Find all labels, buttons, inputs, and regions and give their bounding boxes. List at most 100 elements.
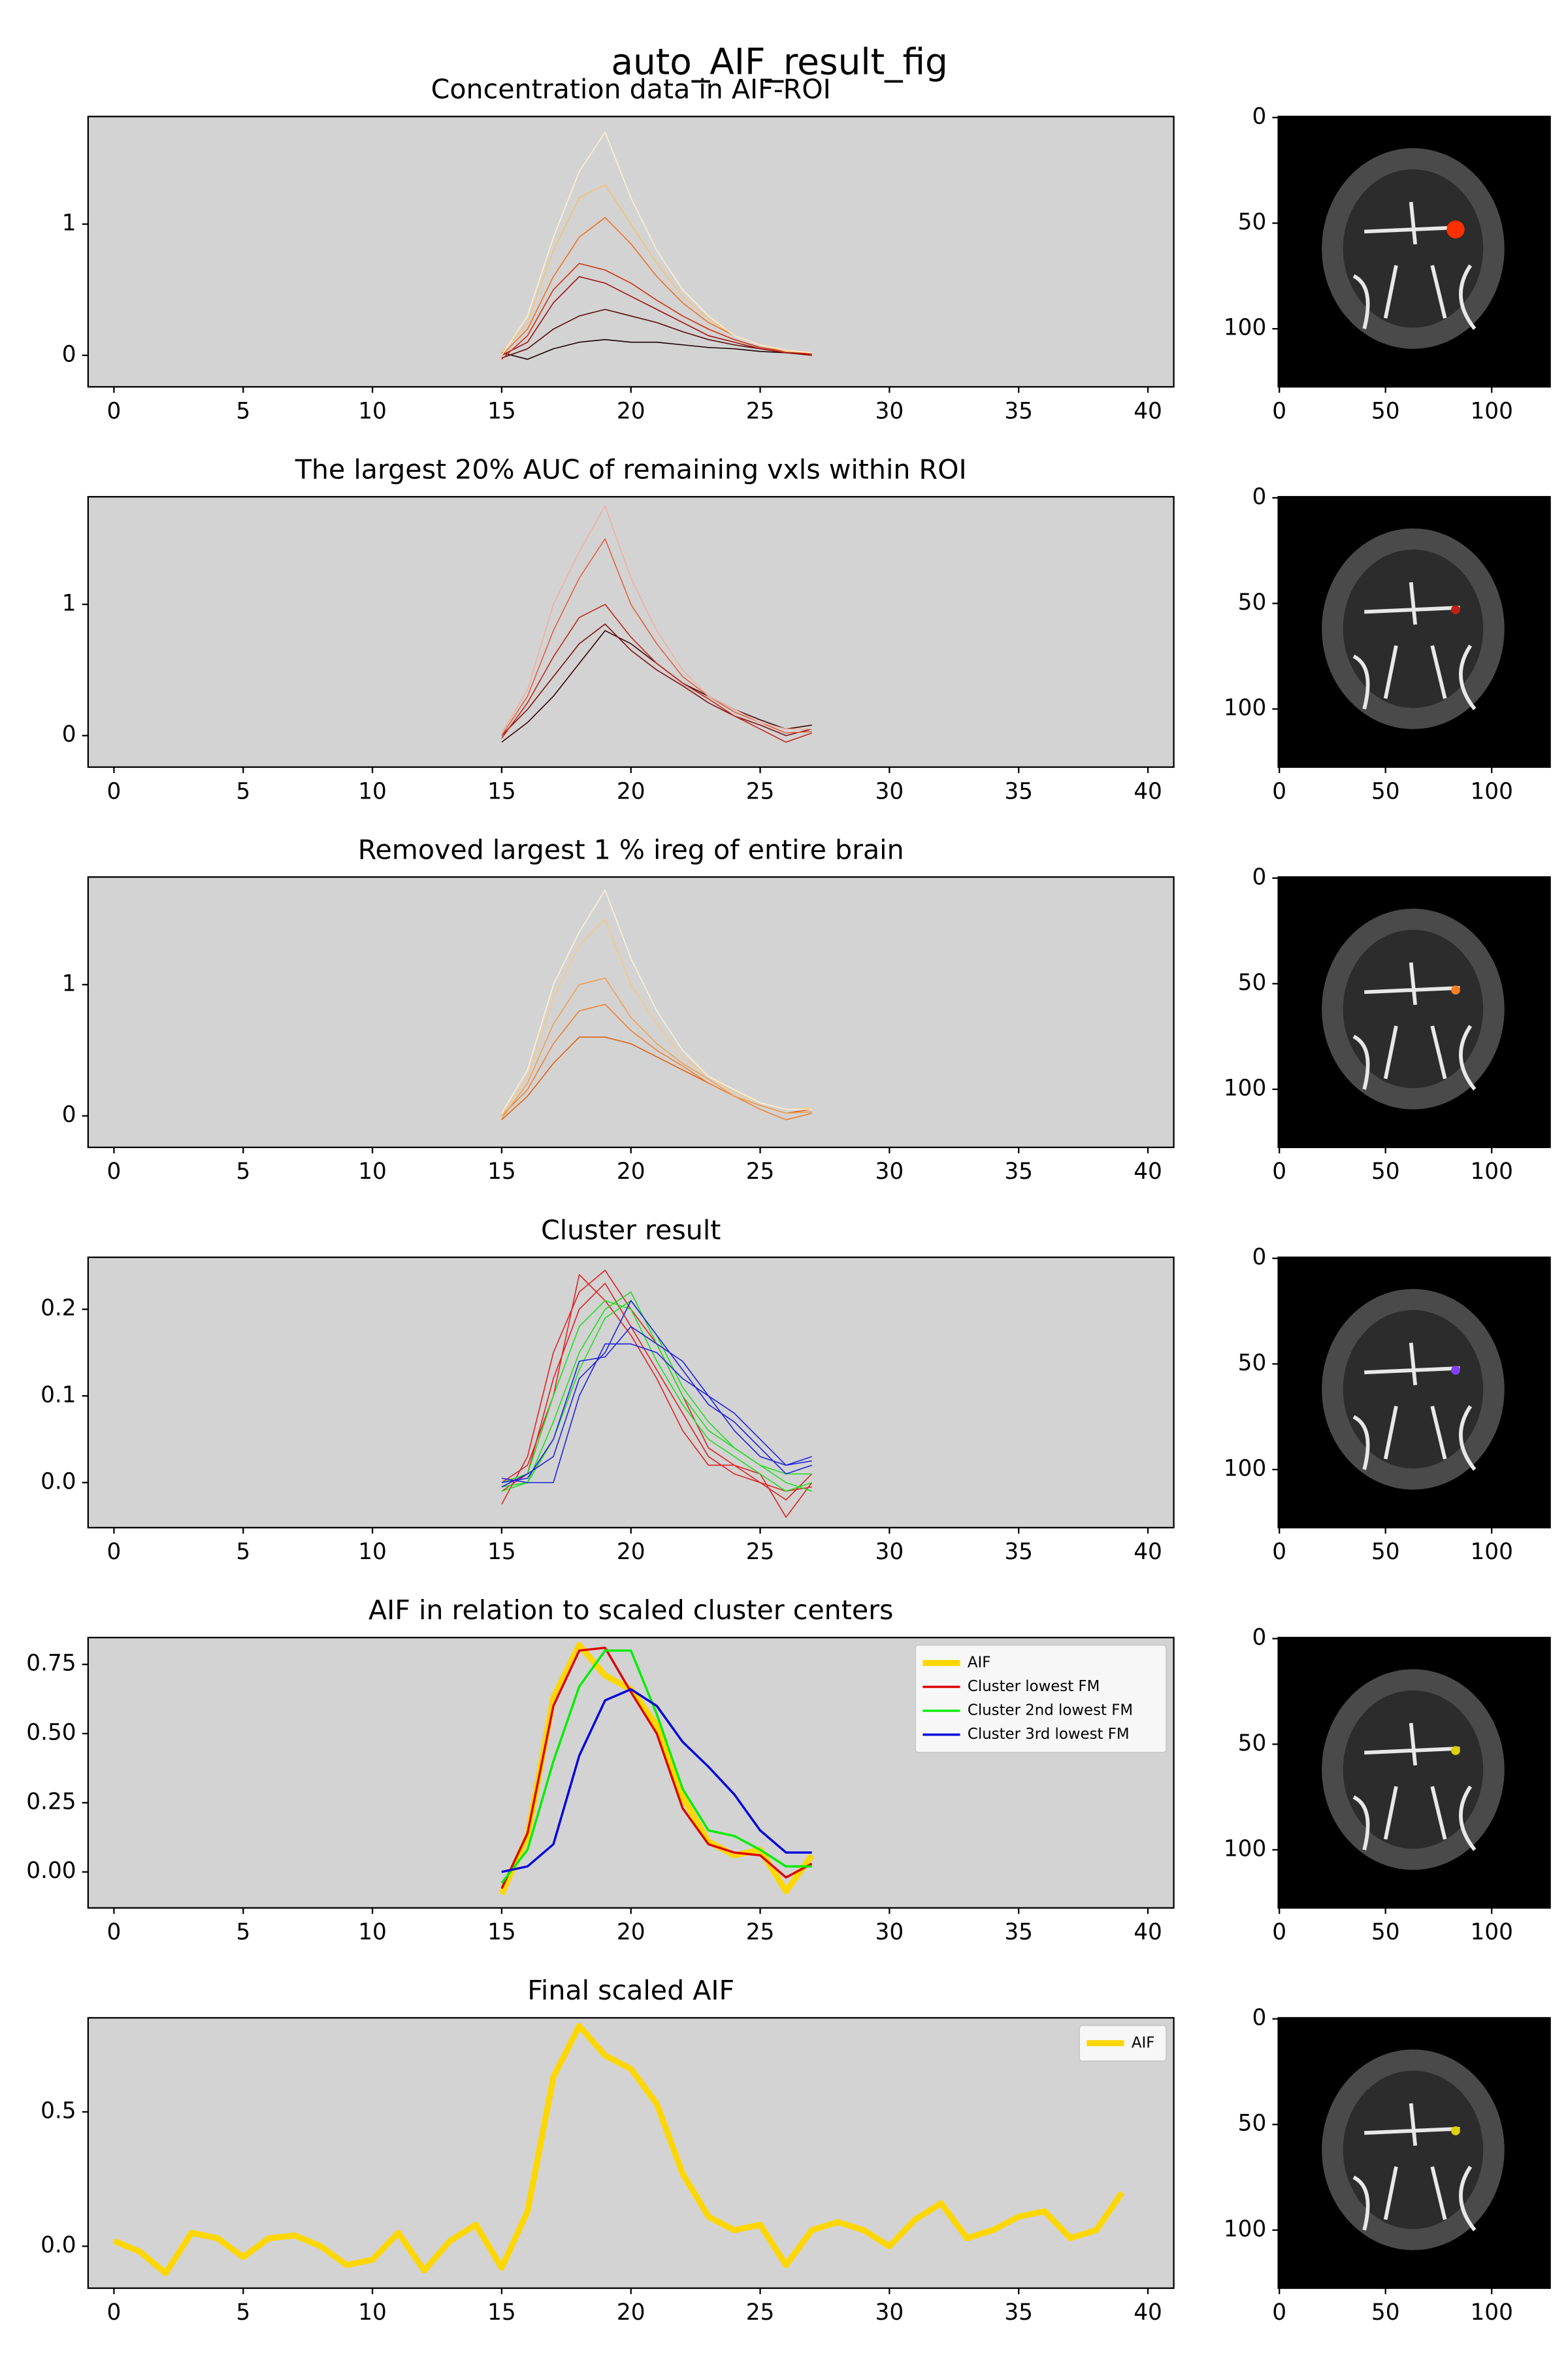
x-tick-label: 100 [1470,778,1512,804]
chart-title: Final scaled AIF [527,1975,734,2006]
x-tick-label: 0 [1272,778,1286,804]
image-panel: 0 50 100 0 50 100 [1224,1244,1551,1565]
roi-overlay [1446,220,1465,239]
x-tick-label: 35 [1004,1539,1033,1565]
x-tick-label: 35 [1004,2299,1033,2326]
y-tick-label: 0.0 [41,1468,76,1494]
y-tick-label: 0 [1252,103,1266,129]
x-tick-label: 20 [617,1539,645,1565]
x-tick-label: 5 [236,1919,250,1945]
y-tick-label: 50 [1238,2111,1267,2137]
y-tick-label: 100 [1224,315,1266,341]
x-tick-label: 10 [358,1539,387,1565]
image-panel: 0 50 100 0 50 100 [1224,484,1551,804]
legend-box [914,1644,1168,1754]
brain-inner [1343,929,1484,1089]
image-panel: 0 50 100 0 50 100 [1224,2005,1551,2326]
frame [87,2017,1175,2289]
x-tick-label: 25 [746,2299,775,2326]
x-tick-label: 40 [1134,398,1162,424]
y-tick-label: 50 [1238,1350,1267,1376]
x-tick-label: 35 [1004,1919,1033,1945]
x-tick-label: 0 [1272,1539,1286,1565]
y-tick-label: 0 [1252,864,1266,890]
plot-area [88,497,1174,767]
series-line [501,276,812,356]
x-tick-label: 15 [487,1159,516,1185]
x-tick-label: 50 [1371,1539,1400,1565]
y-tick-label: 0.50 [26,1719,76,1745]
frame [1277,2017,1551,2289]
y-tick-label: 0.1 [41,1382,76,1408]
x-tick-label: 5 [236,1159,250,1185]
x-tick-label: 50 [1371,1919,1400,1945]
brain-inner [1343,169,1484,328]
x-tick-label: 100 [1470,1919,1512,1945]
series-line [501,1688,812,1873]
x-tick-label: 0 [107,1919,122,1945]
y-tick-label: 0.0 [41,2232,76,2258]
chart-title: AIF in relation to scaled cluster center… [368,1594,894,1626]
x-tick-label: 30 [875,1539,904,1565]
x-tick-label: 0 [107,2299,122,2326]
y-tick-label: 100 [1224,2216,1266,2242]
y-tick-label: 0 [62,1102,76,1128]
x-tick-label: 50 [1371,1159,1400,1185]
plot-area [88,877,1174,1147]
x-tick-label: 100 [1470,1159,1512,1185]
x-tick-label: 5 [236,778,250,804]
x-tick-label: 20 [617,2299,645,2326]
x-tick-label: 100 [1470,1539,1512,1565]
frame [1277,116,1551,388]
x-tick-label: 0 [107,1159,122,1185]
y-tick-label: 1 [62,970,76,996]
x-tick-label: 15 [487,1919,516,1945]
series-line [501,978,812,1119]
x-tick-label: 20 [617,398,645,424]
chart-title: Cluster result [541,1214,721,1245]
brain-inner [1343,550,1484,708]
x-tick-label: 30 [875,2299,904,2326]
x-tick-label: 25 [746,1919,775,1945]
line-chart: 0 5 10 15 20 25 30 35 40 0 1 Concentration data in … [62,73,1175,424]
plot-area [88,2018,1174,2288]
roi-overlay [1451,2126,1460,2135]
image-panel: 0 50 100 0 50 100 [1224,103,1551,424]
series-line [501,1326,812,1483]
series-line [501,1004,812,1121]
x-tick-label: 30 [875,1919,904,1945]
x-tick-label: 10 [358,778,387,804]
brain-vessels [1352,582,1477,710]
roi-overlay [1451,1746,1460,1755]
x-tick-label: 15 [487,1539,516,1565]
brain-vessels [1352,962,1477,1091]
frame [1277,1256,1551,1528]
series-line [501,1300,812,1488]
y-tick-label: 0.5 [41,2098,76,2124]
x-tick-label: 25 [746,1159,775,1185]
x-tick-label: 25 [746,1539,775,1565]
y-tick-label: 100 [1224,695,1266,721]
y-tick-label: 0 [62,341,76,367]
series-line [501,505,812,734]
chart-title: Concentration data in AIF-ROI [431,73,831,105]
x-tick-label: 25 [746,398,775,424]
brain-inner [1343,1309,1484,1469]
series-line [501,1300,812,1492]
y-tick-label: 0 [62,721,76,748]
line-chart: 0 5 10 15 20 25 30 35 40 0.0 0.1 0.2 Cluster result [41,1214,1175,1565]
brain-vessels [1352,2103,1477,2231]
frame [87,1636,1175,1909]
series-line [501,604,812,743]
x-tick-label: 40 [1134,1919,1162,1945]
x-tick-label: 5 [236,2299,250,2326]
y-tick-label: 50 [1238,589,1267,616]
image-panel: 0 50 100 0 50 100 [1224,1624,1551,1945]
series-line [501,338,812,360]
chart-title: Removed largest 1 % ireg of entire brain [358,834,904,865]
line-chart: 0 5 10 15 20 25 30 35 40 0 1 The largest 20% AUC of… [62,453,1175,804]
series-line [501,131,812,356]
x-tick-label: 35 [1004,398,1033,424]
line-chart: 0 5 10 15 20 25 30 35 40 0.00 0.25 0.50 0.75 AIF in r… [26,1594,1175,1945]
x-tick-label: 40 [1134,2299,1162,2326]
